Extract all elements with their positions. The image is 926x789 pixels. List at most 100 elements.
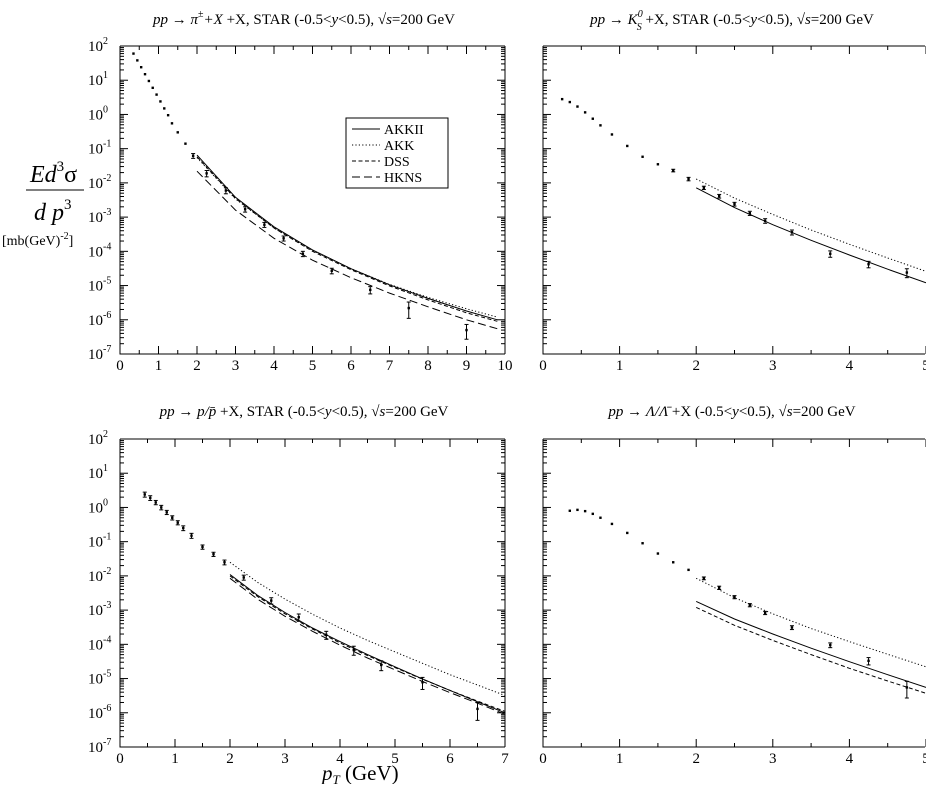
data-point xyxy=(149,496,152,500)
y-tick-label: 10-6 xyxy=(88,703,111,722)
x-tick-label: 1 xyxy=(155,358,163,374)
data-point xyxy=(748,603,752,607)
data-point xyxy=(641,155,644,158)
x-tick-label: 2 xyxy=(692,751,700,767)
curve-dss xyxy=(229,575,506,712)
x-tick-label: 5 xyxy=(391,751,399,767)
panel-proton: 0 1 2 3 4 5 6 7 102 101 100 10-1 10-2 10-3 10-4 10-5 10-… xyxy=(88,429,509,767)
x-tick-label: 4 xyxy=(846,751,854,767)
data-point xyxy=(672,561,675,564)
y-tick-label: 10-3 xyxy=(88,600,111,619)
x-tick-label: 1 xyxy=(616,751,624,767)
data-point xyxy=(763,219,767,223)
y-tick-label: 10-3 xyxy=(88,207,111,226)
x-tick-label: 5 xyxy=(309,358,317,374)
y-tick-label: 10-1 xyxy=(88,532,111,551)
ylabel-numerator: Ed3σ xyxy=(29,159,77,188)
data-point xyxy=(163,107,166,110)
data-point xyxy=(147,79,151,83)
curve-hkns xyxy=(229,577,506,715)
x-tick-label: 6 xyxy=(446,751,454,767)
x-tick-label: 0 xyxy=(539,751,547,767)
data-point xyxy=(301,252,305,255)
panel-lambda: 0 1 2 3 4 5 xyxy=(539,438,926,767)
y-tick-label: 10-5 xyxy=(88,276,111,295)
curve-akk xyxy=(229,561,506,696)
plot-frame xyxy=(119,438,506,748)
curve-akk xyxy=(695,178,926,272)
x-tick-label: 0 xyxy=(116,751,124,767)
x-tick-label: 3 xyxy=(769,358,777,374)
data-point xyxy=(139,66,143,69)
data-point xyxy=(748,212,752,215)
data-point xyxy=(176,521,179,524)
y-tick-label: 100 xyxy=(88,104,108,123)
data-point xyxy=(352,648,355,652)
data-point xyxy=(190,534,193,537)
data-point xyxy=(641,542,644,545)
data-point xyxy=(170,122,174,125)
curve-dss xyxy=(695,606,926,694)
legend-label-dss: DSS xyxy=(384,155,410,170)
x-axis-label: pT (GeV) xyxy=(320,761,399,784)
data-point xyxy=(867,263,870,266)
data-point xyxy=(610,133,614,136)
data-point xyxy=(330,269,333,272)
data-point xyxy=(626,531,629,535)
data-point xyxy=(763,611,767,615)
data-point xyxy=(829,252,832,255)
data-point xyxy=(224,189,228,192)
data-point xyxy=(702,577,706,580)
data-point xyxy=(421,681,424,684)
data-point xyxy=(591,512,594,516)
x-tick-label: 6 xyxy=(347,358,355,374)
data-point xyxy=(867,659,870,663)
x-tick-label: 5 xyxy=(922,751,926,767)
data-point xyxy=(160,506,163,509)
legend-label-hkns: HKNS xyxy=(384,171,422,186)
x-tick-label: 4 xyxy=(846,358,854,374)
curve-akkii xyxy=(229,574,506,714)
y-tick-label: 10-4 xyxy=(88,241,111,260)
panel-pion: 0 1 2 3 4 5 6 7 8 9 10 102 101 100 10-1 10-2 10-3 10-4 10-… xyxy=(88,36,513,374)
data-point xyxy=(576,508,579,512)
data-point xyxy=(143,72,147,76)
x-tick-label: 9 xyxy=(463,358,471,374)
data-point xyxy=(212,553,215,556)
curve-dss xyxy=(196,156,498,322)
data-point xyxy=(205,172,208,175)
data-point xyxy=(583,111,587,114)
data-point xyxy=(560,97,564,101)
data-point xyxy=(599,124,602,127)
data-point xyxy=(626,144,629,148)
x-tick-label: 3 xyxy=(769,751,777,767)
x-tick-label: 5 xyxy=(922,358,926,374)
panel-title-kaon: pp → K0 S +X, STAR (-0.5<y<0.5), √s=200 G… xyxy=(589,9,874,33)
y-tick-label: 100 xyxy=(88,497,108,516)
data-point xyxy=(717,586,721,589)
data-point xyxy=(166,114,170,117)
data-point xyxy=(176,131,179,134)
data-point xyxy=(583,509,587,513)
data-point xyxy=(159,100,162,103)
data-point xyxy=(702,186,706,189)
plot-frame xyxy=(542,45,925,355)
data-point xyxy=(325,633,328,636)
data-point xyxy=(829,643,832,647)
y-tick-label: 102 xyxy=(88,429,108,448)
data-point xyxy=(155,93,158,96)
x-tick-label: 10 xyxy=(498,358,513,374)
data-point xyxy=(132,52,135,55)
x-tick-label: 4 xyxy=(270,358,278,374)
y-axis-label: Ed3σ d p3 [mb(GeV)-2] xyxy=(2,159,84,249)
curve-akkii xyxy=(695,187,926,284)
y-tick-label: 10-1 xyxy=(88,139,111,158)
x-tick-label: 0 xyxy=(116,358,124,374)
x-tick-label: 8 xyxy=(424,358,432,374)
y-tick-label: 10-2 xyxy=(88,566,111,585)
data-point xyxy=(136,59,139,62)
curve-akkii xyxy=(196,154,498,321)
data-point xyxy=(191,154,195,157)
data-point xyxy=(568,509,572,512)
